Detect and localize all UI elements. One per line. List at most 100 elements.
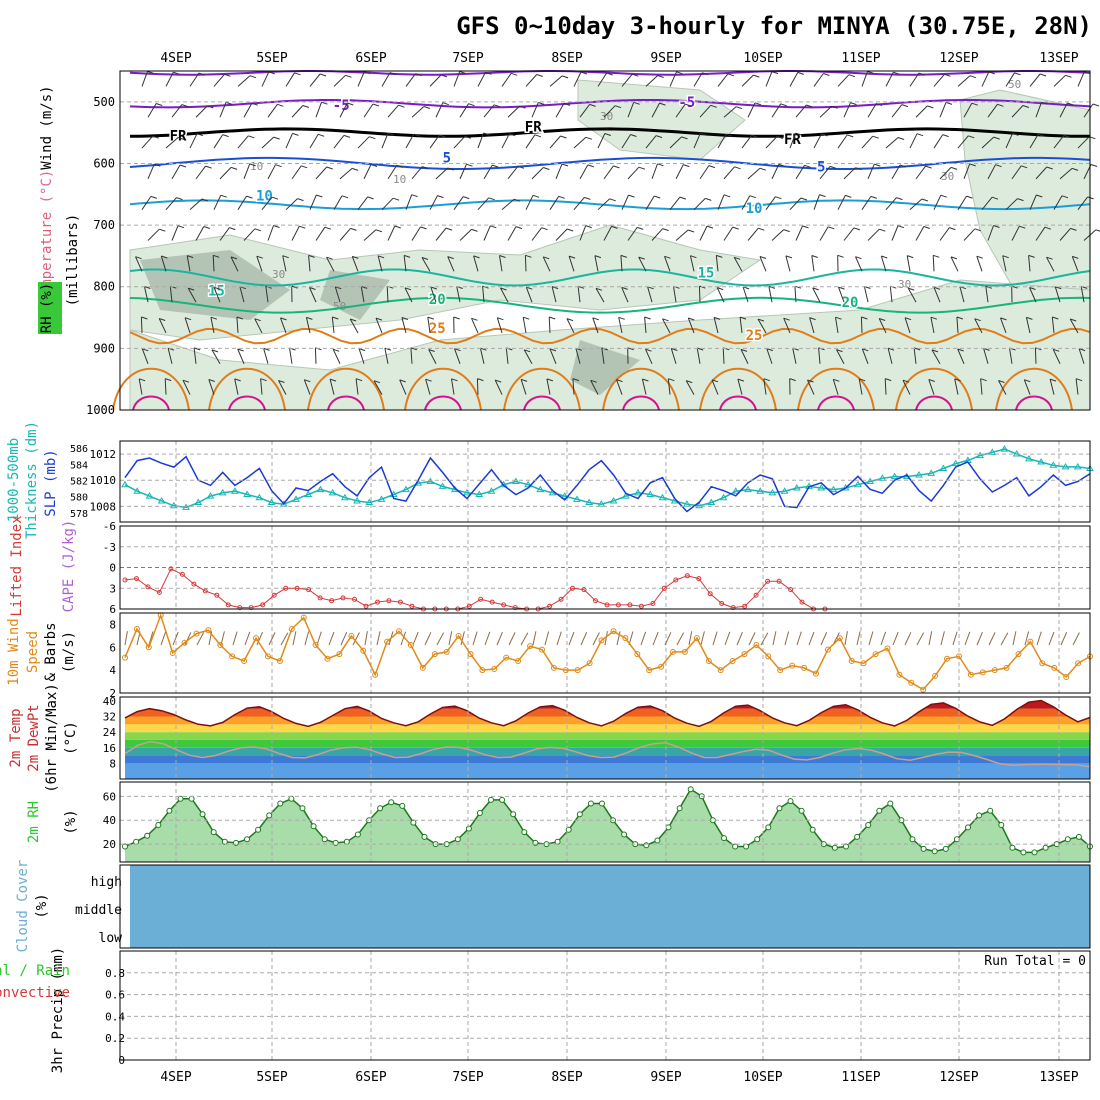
10m-wind-barb xyxy=(796,631,802,646)
lifted-index-point xyxy=(707,591,713,597)
wind-barb xyxy=(933,194,942,210)
wind-barb xyxy=(768,286,773,303)
wind-speed-point xyxy=(705,658,712,664)
10m-wind-barb xyxy=(448,631,453,646)
wind-barb xyxy=(169,286,173,303)
wind-barb xyxy=(1053,195,1063,210)
wind-barb xyxy=(243,228,256,241)
precip-tick-label: 0.8 xyxy=(105,967,125,980)
wind-barb-flag xyxy=(737,378,745,382)
wind-barb-flag xyxy=(923,226,930,229)
wind-barb-flag xyxy=(1021,165,1028,169)
wind-label-4-part: (m/s) xyxy=(61,631,77,673)
wind-barb-flag xyxy=(329,378,337,382)
wind-barb-flag xyxy=(384,347,392,351)
10m-wind-barb xyxy=(652,631,659,646)
wind-barb xyxy=(213,287,221,303)
wind-barb xyxy=(915,226,925,241)
wind-barb xyxy=(891,164,901,180)
wind-barb xyxy=(387,165,398,180)
wind-barb xyxy=(603,165,614,180)
wind-barb xyxy=(1025,317,1031,334)
wind-barb xyxy=(309,194,317,210)
wind-barb-flag xyxy=(401,317,409,320)
upper-units-label-part: (millibars) xyxy=(65,214,81,307)
10m-wind-barb xyxy=(916,632,925,646)
10m-wind-barb xyxy=(1000,632,1009,646)
slp-panel-frame xyxy=(119,440,1091,523)
rh-point xyxy=(244,836,250,843)
wind-barb-flag xyxy=(543,256,550,260)
wind-barb-flag xyxy=(797,71,804,75)
isotherm-hot-loop xyxy=(915,395,953,411)
wind-barb xyxy=(331,316,335,334)
wind-barb xyxy=(651,163,658,180)
rh-contour-label: 50 xyxy=(333,300,346,313)
wind-label-3-part: & Barbs xyxy=(43,622,59,681)
10m-wind-barb xyxy=(784,631,790,646)
rh-shading-region xyxy=(129,224,762,341)
wind-barb xyxy=(765,196,776,210)
wind-speed-point xyxy=(896,671,903,678)
wind-barb-flag xyxy=(480,347,487,351)
wind-barb xyxy=(963,102,973,118)
wind-barb-flag xyxy=(225,101,233,105)
lifted-index-point xyxy=(512,605,518,611)
wind-barb xyxy=(453,196,464,210)
wind-barb xyxy=(267,164,276,180)
date-label-top: 6SEP xyxy=(355,51,386,66)
wind-barb-flag xyxy=(740,348,748,352)
upper-panel-frame xyxy=(119,70,1091,411)
temp-tick-label: 40 xyxy=(103,695,116,708)
rh-point xyxy=(809,826,816,833)
rh-point xyxy=(1009,844,1016,851)
wind-barb-flag xyxy=(220,194,227,198)
lifted-index-point xyxy=(753,592,759,598)
isotherm-loop xyxy=(404,367,482,411)
wind-barb-flag xyxy=(637,226,644,230)
wind-barb xyxy=(158,318,167,334)
wind-barb-flag xyxy=(835,316,842,320)
wind-barb-flag xyxy=(152,135,159,139)
wind-barb xyxy=(363,229,377,241)
wind-barb-flag xyxy=(771,71,779,75)
wind-barb xyxy=(1029,194,1037,210)
wind-barb xyxy=(1002,255,1007,272)
rh-point xyxy=(687,786,694,793)
wind-barb xyxy=(453,71,461,87)
wind-barb xyxy=(454,348,461,364)
thickness-tick-label: 584 xyxy=(70,460,88,471)
rh-point xyxy=(277,800,284,807)
wind-barb xyxy=(1077,71,1085,87)
wind-barb-flag xyxy=(205,165,212,169)
wind-barb-flag xyxy=(681,136,688,140)
wind-speed-point xyxy=(181,639,188,646)
lifted-index-point xyxy=(145,584,151,590)
wind-barb xyxy=(291,105,304,118)
lifted-index-point xyxy=(363,603,369,609)
wind-barb-flag xyxy=(985,285,992,289)
wind-barb-flag xyxy=(659,102,666,106)
wind-barb xyxy=(184,317,191,334)
wind-barb xyxy=(219,167,232,180)
wind-barb-flag xyxy=(318,133,325,137)
li-tick-label: -6 xyxy=(103,520,116,533)
wind-barb xyxy=(265,286,269,303)
wind-barb-flag xyxy=(734,166,741,170)
wind-speed-point xyxy=(1039,660,1046,667)
wind-barb-flag xyxy=(181,104,189,108)
isotherm-hot-loop xyxy=(424,395,462,411)
thickness-point xyxy=(512,477,520,484)
wind-barb xyxy=(501,133,510,149)
wind-barb xyxy=(771,164,780,180)
wind-barb-flag xyxy=(345,74,352,78)
wind-barb xyxy=(525,195,534,210)
wind-barb xyxy=(411,226,421,241)
wind-barb xyxy=(429,134,440,149)
lifted-index-point xyxy=(501,602,507,608)
rh-tick-label: 60 xyxy=(103,790,116,803)
wind-tick-label: 4 xyxy=(109,664,116,677)
wind-barb xyxy=(836,349,845,365)
wind-barb-flag xyxy=(410,347,418,351)
wind-barb-flag xyxy=(861,316,868,320)
